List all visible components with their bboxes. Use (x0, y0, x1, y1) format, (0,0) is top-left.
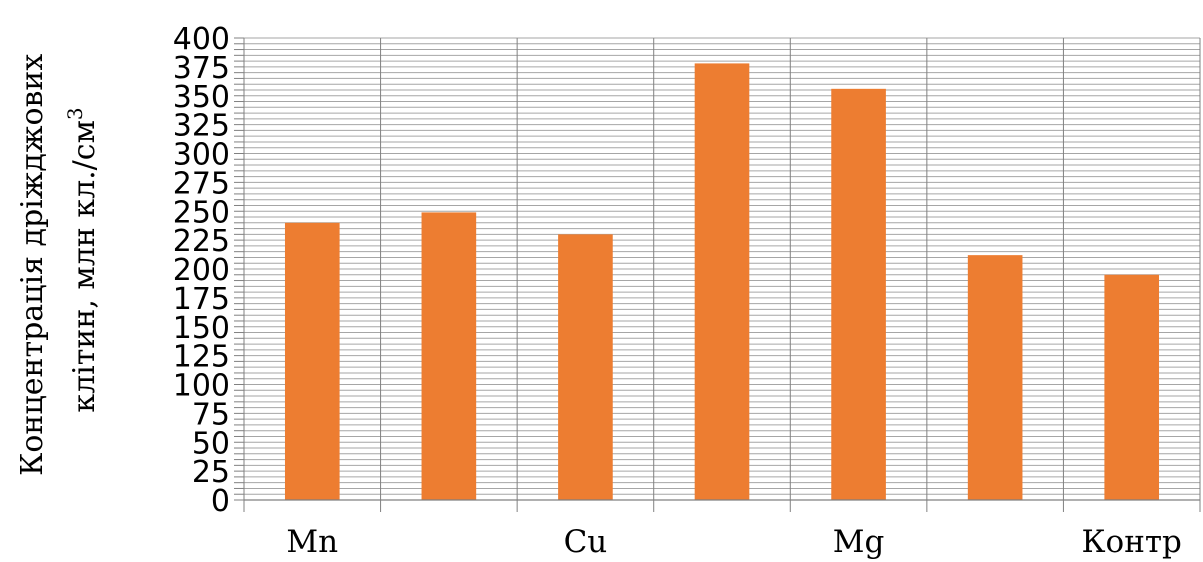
y-tick-label: 275 (173, 166, 230, 201)
y-tick-label: 250 (173, 195, 230, 230)
y-tick-label: 375 (173, 51, 230, 86)
y-tick-label: 50 (192, 426, 230, 461)
y-axis-title-line-2: клітин, млн кл./см (67, 120, 102, 413)
y-tick-labels: 0255075100125150175200225250275300325350… (173, 22, 230, 519)
bar (421, 212, 477, 500)
y-axis-title: Концентрація дріжджових клітин, млн кл./… (15, 44, 102, 476)
bar (558, 234, 613, 500)
bars (284, 63, 1160, 501)
y-tick-label: 150 (173, 311, 230, 346)
y-tick-label: 25 (192, 455, 230, 490)
y-axis-title-superscript: 3 (63, 107, 87, 120)
x-tick-label: Mg (833, 524, 885, 560)
bar (284, 222, 340, 501)
x-tick-labels: Mn Cu Mg Контр (286, 524, 1181, 560)
y-tick-label: 400 (173, 22, 230, 57)
x-tick-label: Cu (564, 524, 608, 560)
y-tick-label: 75 (192, 397, 230, 432)
y-tick-label: 300 (173, 138, 230, 173)
y-axis-title-line-1: Концентрація дріжджових (15, 54, 50, 476)
y-tick-label: 225 (173, 224, 230, 259)
bar (1104, 274, 1160, 500)
bar (694, 63, 750, 500)
x-tick-label: Mn (286, 524, 338, 560)
y-tick-label: 0 (211, 484, 230, 519)
y-tick-label: 125 (173, 340, 230, 375)
x-tick-label: Контр (1082, 524, 1182, 560)
y-tick-label: 325 (173, 109, 230, 144)
y-tick-label: 100 (173, 369, 230, 404)
bar (831, 88, 886, 500)
y-tick-label: 200 (173, 253, 230, 288)
axes (234, 37, 1201, 512)
y-tick-label: 350 (173, 80, 230, 115)
bar (967, 255, 1023, 500)
y-tick-label: 175 (173, 282, 230, 317)
